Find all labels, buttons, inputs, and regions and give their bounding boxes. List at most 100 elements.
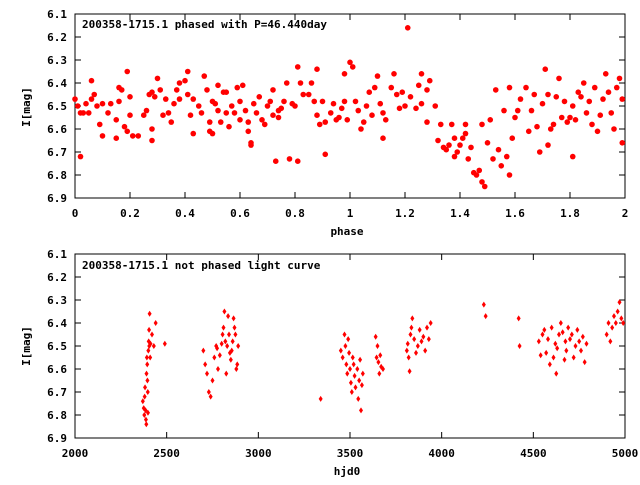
data-point xyxy=(517,96,524,102)
data-point xyxy=(481,183,488,190)
data-point xyxy=(144,421,149,428)
data-point xyxy=(542,66,549,72)
data-point xyxy=(144,354,149,361)
x-tick-label: 2000 xyxy=(62,447,89,460)
data-point xyxy=(476,167,483,174)
data-point xyxy=(256,94,263,100)
data-point xyxy=(391,71,397,77)
data-point xyxy=(113,117,120,123)
data-point xyxy=(479,121,485,128)
data-point xyxy=(462,130,469,137)
y-tick-label: 6.2 xyxy=(47,31,67,44)
data-point xyxy=(212,100,219,107)
data-point xyxy=(550,121,557,128)
data-point xyxy=(566,324,571,331)
data-point xyxy=(579,347,583,354)
data-point xyxy=(226,313,231,320)
data-point xyxy=(294,64,301,70)
data-point xyxy=(330,100,337,107)
y-tick-label: 6.3 xyxy=(47,54,67,67)
x-tick-label: 0.6 xyxy=(230,207,250,220)
data-point xyxy=(369,112,375,118)
data-point xyxy=(583,110,590,116)
data-point xyxy=(619,140,626,146)
data-point xyxy=(539,100,546,107)
data-point xyxy=(408,331,413,338)
data-point xyxy=(270,87,276,93)
data-point xyxy=(327,110,334,116)
y-tick-label: 6.5 xyxy=(47,100,67,113)
data-point xyxy=(577,338,582,345)
data-point xyxy=(348,366,352,372)
data-point xyxy=(412,336,417,343)
data-point xyxy=(380,110,386,116)
data-point xyxy=(222,308,227,315)
data-point xyxy=(343,343,348,349)
data-point xyxy=(373,333,378,340)
data-point xyxy=(353,384,358,391)
data-point xyxy=(454,149,461,155)
series-not-phased xyxy=(140,299,626,428)
data-point xyxy=(230,338,235,345)
data-point xyxy=(432,103,439,109)
data-point xyxy=(589,121,595,128)
data-point xyxy=(591,84,598,91)
x-tick-label: 1.2 xyxy=(395,207,415,220)
data-point xyxy=(124,128,131,135)
data-point xyxy=(619,315,624,322)
data-point xyxy=(410,315,415,322)
data-point xyxy=(562,356,567,363)
data-point xyxy=(204,87,210,93)
data-point xyxy=(536,149,543,155)
data-point xyxy=(414,349,418,356)
data-point xyxy=(127,94,133,100)
data-point xyxy=(572,117,579,123)
data-point xyxy=(573,343,578,349)
data-point xyxy=(553,94,560,100)
data-point xyxy=(551,354,556,361)
data-point xyxy=(267,98,274,105)
data-point xyxy=(148,340,153,347)
data-point xyxy=(259,117,265,123)
data-point xyxy=(184,68,191,75)
data-point xyxy=(151,343,156,349)
data-point xyxy=(610,324,615,331)
data-point xyxy=(495,146,502,153)
data-point xyxy=(80,110,87,116)
y-tick-label: 6.7 xyxy=(47,146,67,159)
data-point xyxy=(201,73,208,79)
data-point xyxy=(602,71,609,77)
data-point xyxy=(145,409,150,416)
data-point xyxy=(404,347,409,354)
data-point xyxy=(143,107,150,114)
data-point xyxy=(234,366,239,372)
data-point xyxy=(219,340,224,347)
data-point xyxy=(148,354,153,361)
data-point xyxy=(190,96,197,102)
data-point xyxy=(568,336,572,343)
data-point xyxy=(350,354,355,361)
y-tick-label: 6.6 xyxy=(47,363,67,376)
data-point xyxy=(512,114,518,121)
x-axis-label-phased: phase xyxy=(330,225,363,238)
data-point xyxy=(608,338,613,345)
data-point xyxy=(437,121,444,128)
data-point xyxy=(616,75,623,82)
data-point xyxy=(457,142,463,148)
data-point xyxy=(140,398,145,405)
data-point xyxy=(357,377,362,384)
data-point xyxy=(604,331,609,338)
data-point xyxy=(341,98,348,105)
data-point xyxy=(145,377,150,384)
data-point xyxy=(220,331,225,338)
data-point xyxy=(613,320,618,326)
data-point xyxy=(545,142,551,148)
data-point xyxy=(404,25,411,31)
data-point xyxy=(184,91,191,98)
data-point xyxy=(215,82,221,89)
data-point xyxy=(479,179,485,185)
data-point xyxy=(545,91,551,98)
data-point xyxy=(423,347,428,354)
data-point xyxy=(346,336,351,343)
